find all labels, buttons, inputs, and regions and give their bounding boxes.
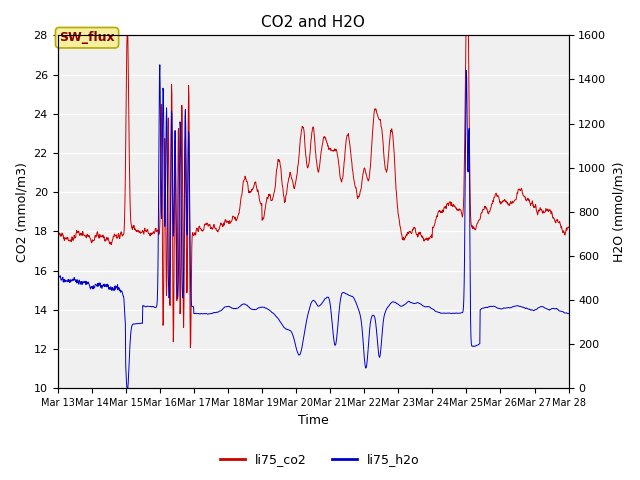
li75_co2 — [505, 201, 513, 207]
li75_h2o — [124, 385, 131, 391]
li75_h2o — [225, 303, 233, 309]
li75_co2 — [225, 221, 233, 227]
li75_co2 — [186, 345, 194, 350]
Title: CO2 and H2O: CO2 and H2O — [261, 15, 365, 30]
li75_co2 — [393, 194, 401, 200]
li75_h2o — [460, 304, 467, 310]
li75_h2o — [156, 62, 164, 68]
Y-axis label: H2O (mmol/m3): H2O (mmol/m3) — [612, 162, 625, 262]
li75_co2 — [54, 232, 61, 238]
li75_h2o — [564, 311, 572, 316]
Line: li75_h2o: li75_h2o — [58, 65, 568, 388]
li75_h2o — [168, 111, 176, 117]
li75_h2o — [393, 300, 401, 306]
li75_h2o — [54, 274, 61, 280]
li75_co2 — [168, 82, 175, 87]
Line: li75_co2: li75_co2 — [58, 36, 568, 348]
li75_co2 — [460, 203, 467, 208]
X-axis label: Time: Time — [298, 414, 328, 427]
Y-axis label: CO2 (mmol/m3): CO2 (mmol/m3) — [15, 162, 28, 262]
Legend: li75_co2, li75_h2o: li75_co2, li75_h2o — [215, 448, 425, 471]
Text: SW_flux: SW_flux — [60, 31, 115, 44]
li75_co2 — [564, 225, 572, 230]
li75_h2o — [156, 113, 163, 119]
li75_co2 — [124, 33, 131, 38]
li75_h2o — [505, 305, 513, 311]
li75_co2 — [156, 231, 163, 237]
